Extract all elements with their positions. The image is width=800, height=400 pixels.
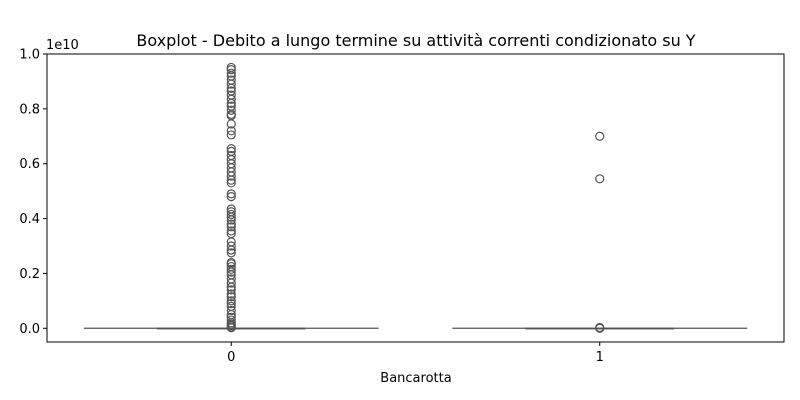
outlier-point [226, 264, 236, 274]
outlier-point [226, 98, 236, 108]
outlier-point [226, 209, 236, 220]
outlier-point [226, 144, 236, 154]
plot-area [83, 62, 748, 333]
outlier-point [226, 171, 236, 181]
outlier-point [226, 299, 236, 309]
y-axis: 0.0 0.2 0.4 0.6 0.8 1.0 [19, 48, 47, 337]
outlier-point [595, 131, 605, 141]
outlier-point [226, 175, 236, 185]
outlier-point [226, 296, 236, 306]
outlier-point [226, 212, 236, 222]
outlier-point [226, 178, 236, 188]
outlier-point [226, 248, 236, 258]
outlier-point [226, 241, 236, 251]
y-tick-label: 0.4 [19, 212, 40, 227]
y-offset-label: 1e10 [46, 38, 79, 53]
outlier-point [226, 226, 236, 236]
y-tick-label: 0.8 [19, 102, 40, 117]
outlier-point [226, 267, 236, 277]
outlier-point [226, 222, 236, 232]
outlier-point [226, 292, 236, 302]
outlier-point [595, 323, 605, 333]
box-group-1 [452, 131, 748, 333]
x-tick-label: 0 [227, 350, 235, 365]
x-axis-title: Bancarotta [380, 371, 451, 386]
outlier-point [226, 323, 236, 333]
outlier-point [226, 285, 236, 295]
outlier-point [226, 282, 236, 292]
outlier-point [226, 79, 236, 89]
outlier-point [226, 65, 236, 75]
plot-frame [46, 53, 785, 343]
outlier-point [226, 192, 236, 202]
outlier-point [226, 68, 236, 78]
y-tick-label: 0.0 [19, 322, 40, 337]
outlier-point [226, 215, 236, 225]
chart-title: Boxplot - Debito a lungo termine su atti… [136, 31, 695, 50]
box-group-0 [83, 62, 379, 333]
outlier-point [226, 289, 236, 299]
outlier-point [226, 119, 236, 129]
y-tick-label: 0.2 [19, 267, 40, 282]
outlier-point [226, 278, 236, 288]
outlier-point [226, 105, 236, 115]
outlier-point [226, 130, 236, 140]
y-tick-label: 0.6 [19, 157, 40, 172]
outlier-point [595, 174, 605, 184]
outlier-point [226, 126, 236, 136]
outlier-point [226, 83, 236, 93]
outlier-point [226, 305, 236, 316]
outlier-point [226, 94, 236, 104]
outlier-point [226, 219, 236, 229]
outlier-point [226, 189, 236, 199]
outlier-point [226, 245, 236, 255]
x-tick-label: 1 [596, 350, 604, 365]
y-tick-label: 1.0 [19, 48, 40, 63]
